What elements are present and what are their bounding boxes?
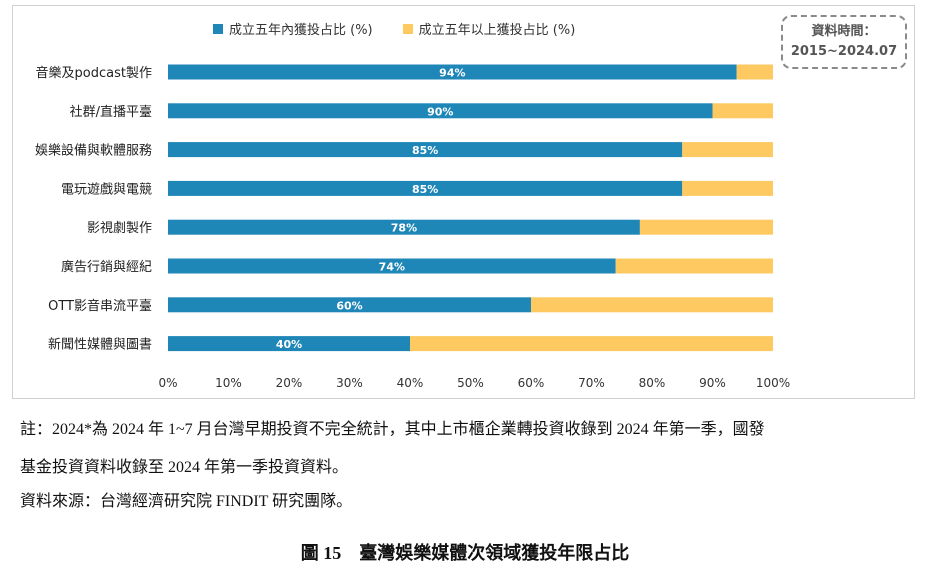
- bar-over-five-years-6: [531, 297, 773, 313]
- bar-over-five-years-5: [615, 258, 773, 274]
- category-label-7: 新聞性媒體與圖書: [48, 337, 152, 353]
- category-label-5: 廣告行銷與經紀: [61, 259, 152, 275]
- bar-over-five-years-3: [682, 180, 773, 196]
- bar-over-five-years-7: [410, 336, 773, 352]
- x-tick-label-8: 80%: [639, 376, 666, 390]
- legend-swatch-blue: [213, 23, 223, 34]
- legend-label-over-five-years: 成立五年以上獲投占比 (%): [418, 23, 576, 38]
- category-label-3: 電玩遊戲與電競: [61, 182, 152, 197]
- bar-within-five-years-2: [168, 142, 683, 158]
- legend: 成立五年內獲投占比 (%) 成立五年以上獲投占比 (%): [213, 19, 575, 38]
- x-tick-label-4: 40%: [397, 376, 424, 390]
- data-period-box: 資料時間： 2015~2024.07: [781, 15, 907, 69]
- x-tick-label-10: 100%: [756, 376, 790, 390]
- note-line-2: 基金投資資料收錄至 2024 年第一季投資資料。: [20, 459, 349, 476]
- bar-within-five-years-0: [168, 64, 737, 80]
- legend-item-over-five-years: 成立五年以上獲投占比 (%): [402, 19, 576, 38]
- legend-label-within-five-years: 成立五年內獲投占比 (%): [229, 23, 373, 38]
- bar-over-five-years-2: [682, 142, 773, 158]
- data-label-2: 85%: [412, 144, 438, 157]
- bar-within-five-years-3: [168, 180, 683, 196]
- x-tick-label-9: 90%: [699, 376, 726, 390]
- data-label-3: 85%: [412, 183, 438, 196]
- legend-item-within-five-years: 成立五年內獲投占比 (%): [213, 19, 373, 38]
- bar-within-five-years-4: [168, 219, 640, 235]
- legend-swatch-yellow: [402, 23, 413, 34]
- data-period-range: 2015~2024.07: [790, 44, 898, 59]
- bar-within-five-years-6: [168, 297, 531, 313]
- bar-over-five-years-1: [712, 103, 773, 119]
- bar-over-five-years-0: [736, 64, 773, 80]
- x-tick-label-3: 30%: [336, 376, 363, 390]
- category-label-6: OTT影音串流平臺: [48, 298, 152, 314]
- data-period-label: 資料時間：: [811, 24, 877, 39]
- x-tick-label-7: 70%: [578, 376, 605, 390]
- category-label-1: 社群/直播平臺: [70, 104, 152, 120]
- bar-within-five-years-1: [168, 103, 713, 119]
- data-label-7: 40%: [276, 338, 302, 351]
- bar-chart: 音樂及podcast製作 94% 社群/直播平臺 90% 娛樂設備與軟體服務 85% 電玩遊…: [35, 64, 790, 390]
- data-label-1: 90%: [427, 105, 453, 118]
- figure-caption: 圖 15 臺灣娛樂媒體次領域獲投年限占比: [300, 543, 630, 563]
- category-label-0: 音樂及podcast製作: [36, 65, 152, 81]
- x-tick-label-1: 10%: [215, 376, 242, 390]
- data-label-0: 94%: [439, 67, 465, 80]
- category-label-2: 娛樂設備與軟體服務: [35, 143, 152, 159]
- x-tick-label-2: 20%: [276, 376, 303, 390]
- x-tick-label-5: 50%: [457, 376, 484, 390]
- x-tick-label-0: 0%: [158, 376, 177, 390]
- category-label-4: 影視劇製作: [87, 221, 152, 236]
- source-note: 資料來源：台灣經濟研究院 FINDIT 研究團隊。: [20, 493, 353, 510]
- data-label-4: 78%: [391, 222, 417, 235]
- data-label-5: 74%: [379, 261, 405, 274]
- bar-within-five-years-5: [168, 258, 616, 274]
- x-tick-label-6: 60%: [518, 376, 545, 390]
- note-line-1: 註：2024*為 2024 年 1~7 月台灣早期投資不完全統計，其中上市櫃企業…: [20, 421, 765, 438]
- data-label-6: 60%: [336, 299, 362, 312]
- bar-over-five-years-4: [639, 219, 773, 235]
- bar-within-five-years-7: [168, 336, 410, 352]
